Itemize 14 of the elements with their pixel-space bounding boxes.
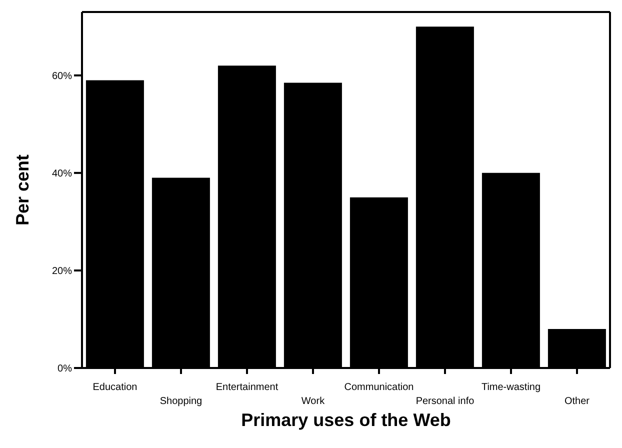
x-tick-label: Other [564,396,590,407]
y-tick-label: 20% [52,266,72,278]
x-tick-label: Education [92,382,138,393]
x-tick-label: Personal info [416,396,475,407]
x-tick-label: Shopping [160,396,202,407]
x-tick-label: Work [301,396,326,407]
x-tick-label: Entertainment [216,382,278,393]
y-tick-label: 0% [58,364,72,375]
y-tick-label: 40% [52,168,72,180]
y-tick-label: 60% [52,70,72,82]
y-axis-title: Per cent [12,154,32,226]
x-tick-label: Time-wasting [481,382,541,393]
x-tick-label: Communication [344,382,414,393]
x-axis-title: Primary uses of the Web [241,410,451,430]
